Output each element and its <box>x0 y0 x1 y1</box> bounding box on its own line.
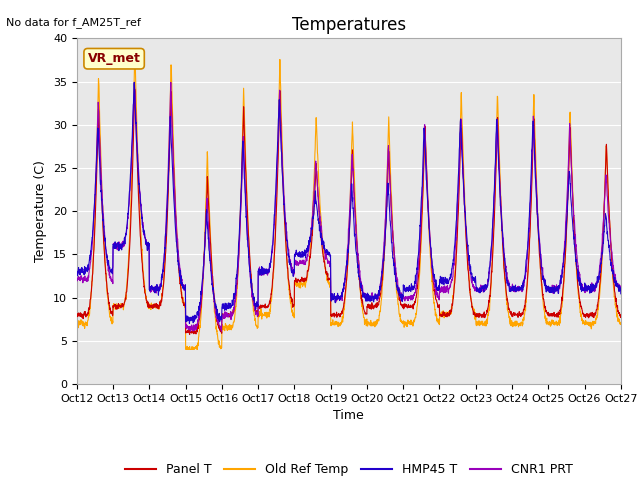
X-axis label: Time: Time <box>333 409 364 422</box>
CNR1 PRT <box>617 285 625 290</box>
HMP45 T <box>225 303 233 309</box>
Title: Temperatures: Temperatures <box>292 16 406 34</box>
CNR1 PRT <box>508 288 515 293</box>
Old Ref Temp <box>182 347 189 352</box>
Text: VR_met: VR_met <box>88 52 141 65</box>
CNR1 PRT <box>584 286 592 292</box>
CNR1 PRT <box>73 276 81 282</box>
Panel T <box>617 312 625 318</box>
Legend: Panel T, Old Ref Temp, HMP45 T, CNR1 PRT: Panel T, Old Ref Temp, HMP45 T, CNR1 PRT <box>120 458 578 480</box>
Panel T <box>377 291 385 297</box>
HMP45 T <box>186 321 193 326</box>
HMP45 T <box>377 284 385 289</box>
Old Ref Temp <box>508 321 515 327</box>
Panel T <box>584 312 592 317</box>
Old Ref Temp <box>73 323 81 328</box>
Old Ref Temp <box>570 202 577 208</box>
Old Ref Temp <box>377 303 385 309</box>
Text: No data for f_AM25T_ref: No data for f_AM25T_ref <box>6 17 141 28</box>
HMP45 T <box>570 228 577 234</box>
HMP45 T <box>508 287 515 292</box>
CNR1 PRT <box>570 201 577 206</box>
CNR1 PRT <box>365 295 372 300</box>
CNR1 PRT <box>167 80 175 85</box>
Old Ref Temp <box>584 320 592 325</box>
Panel T <box>131 86 139 92</box>
Old Ref Temp <box>365 320 372 326</box>
Old Ref Temp <box>617 320 625 325</box>
CNR1 PRT <box>377 280 385 286</box>
HMP45 T <box>131 79 138 85</box>
Panel T <box>570 204 577 210</box>
Y-axis label: Temperature (C): Temperature (C) <box>35 160 47 262</box>
Panel T <box>73 314 81 320</box>
CNR1 PRT <box>187 328 195 334</box>
Line: HMP45 T: HMP45 T <box>77 82 621 324</box>
Old Ref Temp <box>225 323 233 329</box>
CNR1 PRT <box>225 312 233 318</box>
Line: CNR1 PRT: CNR1 PRT <box>77 83 621 331</box>
HMP45 T <box>584 283 592 288</box>
Line: Panel T: Panel T <box>77 89 621 335</box>
Line: Old Ref Temp: Old Ref Temp <box>77 53 621 349</box>
Panel T <box>186 332 193 337</box>
HMP45 T <box>73 272 81 277</box>
HMP45 T <box>617 291 625 297</box>
Old Ref Temp <box>131 50 139 56</box>
HMP45 T <box>365 297 372 302</box>
Panel T <box>508 312 515 318</box>
Panel T <box>225 313 233 319</box>
Panel T <box>365 304 372 310</box>
